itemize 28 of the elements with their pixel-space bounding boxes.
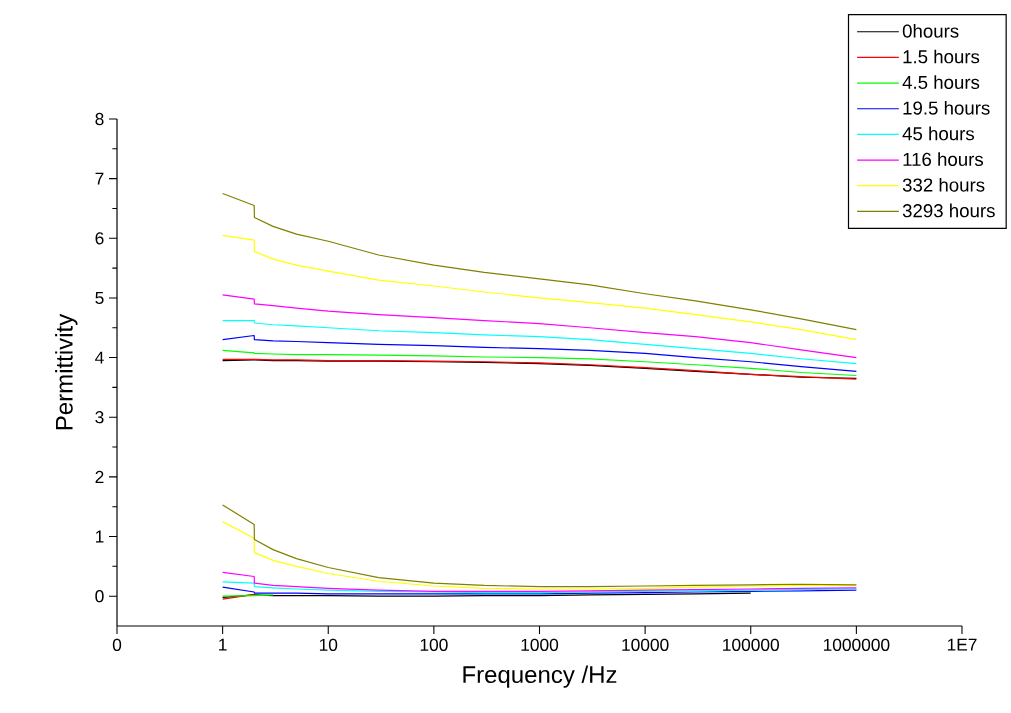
y-tick-label: 2 — [95, 470, 104, 483]
x-tick-label: 1 — [219, 638, 227, 651]
x-tick-label: 0 — [112, 638, 122, 651]
y-tick-label: 8 — [95, 112, 104, 126]
legend-label: 45 hours — [902, 126, 975, 141]
legend-label: 4.5 hours — [902, 75, 980, 90]
x-axis-title: Frequency /Hz — [463, 665, 617, 688]
x-tick-label: 1000 — [521, 638, 559, 651]
y-axis-title: Permittivity — [55, 313, 78, 430]
x-tick-label: 10 — [319, 638, 338, 651]
y-tick-label: 7 — [95, 172, 104, 185]
legend-label: 332 hours — [902, 177, 985, 192]
x-tick-label: 10000 — [622, 638, 669, 651]
y-tick-label: 0 — [95, 590, 104, 603]
y-tick-label: 4 — [95, 351, 104, 364]
legend-label: 19.5 hours — [903, 100, 990, 115]
y-tick-label: 6 — [95, 232, 104, 245]
legend-label: 0hours — [902, 23, 959, 38]
x-tick-label: 1000000 — [823, 638, 890, 651]
y-tick-label: 1 — [95, 530, 104, 543]
x-tick-label: 1E7 — [947, 638, 977, 651]
x-tick-label: 100000 — [723, 638, 779, 651]
legend-label: 1.5 hours — [903, 49, 980, 64]
y-tick-label: 3 — [95, 411, 104, 424]
x-tick-label: 100 — [420, 638, 448, 651]
legend-label: 3293 hours — [902, 203, 995, 218]
legend-label: 116 hours — [903, 152, 984, 166]
y-tick-label: 5 — [95, 291, 104, 304]
